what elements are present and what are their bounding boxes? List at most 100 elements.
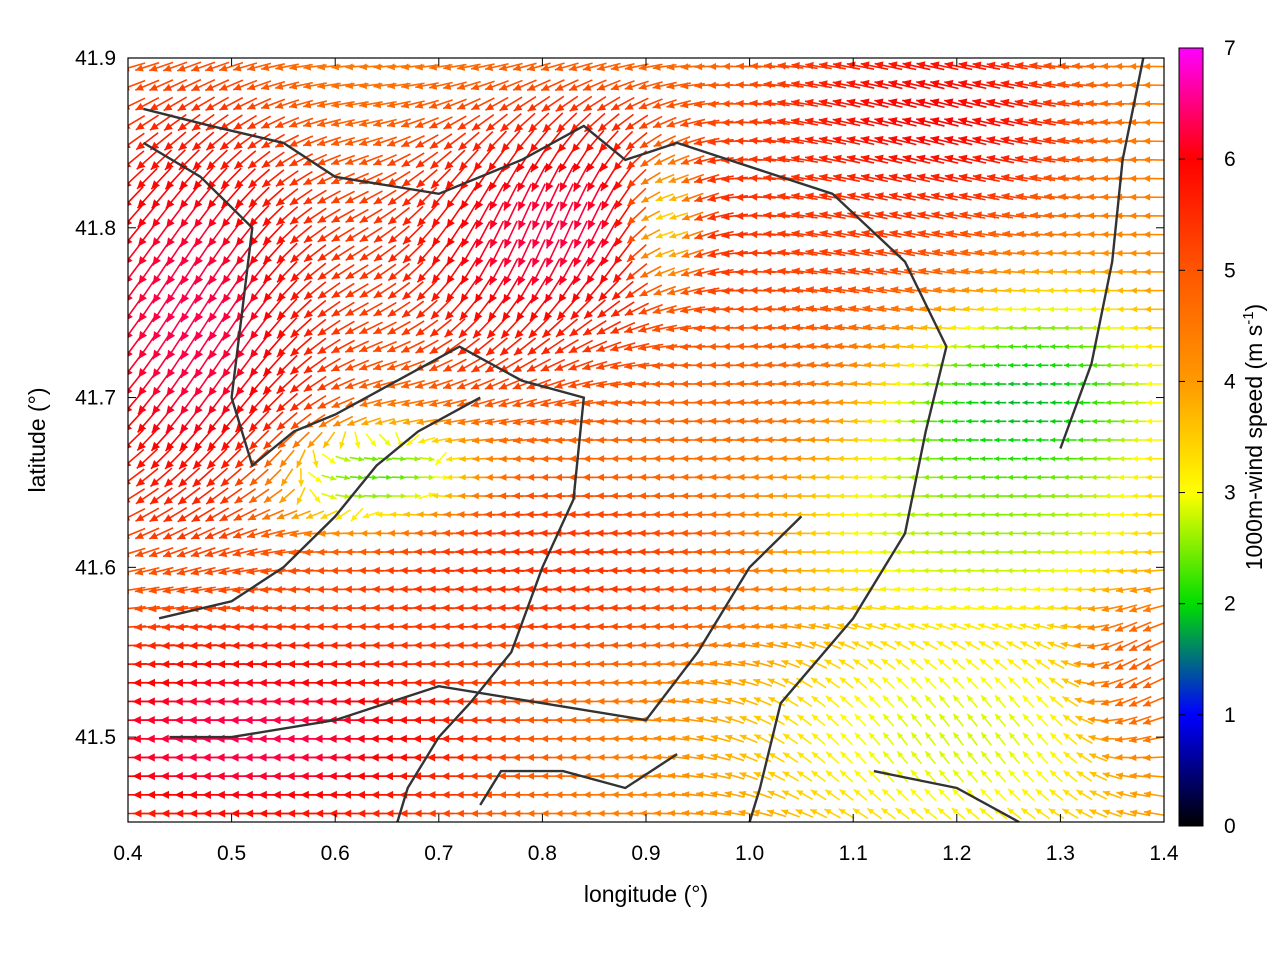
wind-arrow	[386, 360, 412, 371]
wind-arrow	[682, 772, 704, 779]
wind-arrow	[902, 79, 931, 90]
wind-arrow	[958, 79, 987, 90]
wind-arrow	[488, 277, 506, 304]
wind-arrow	[763, 118, 790, 126]
wind-arrow	[415, 299, 438, 319]
wind-arrow	[322, 431, 336, 449]
wind-arrow	[977, 306, 996, 313]
wind-arrow	[208, 314, 227, 342]
wind-arrow	[262, 353, 284, 377]
wind-arrow	[402, 418, 423, 426]
wind-arrow	[554, 62, 579, 72]
wind-arrow	[335, 493, 351, 500]
wind-arrow	[1118, 381, 1134, 387]
wind-arrow	[682, 753, 704, 761]
wind-arrow	[655, 212, 674, 220]
wind-arrow	[1047, 623, 1066, 630]
wind-arrow	[1075, 733, 1093, 745]
wind-arrow	[289, 243, 313, 264]
wind-arrow	[875, 229, 902, 238]
wind-arrow	[166, 314, 185, 342]
wind-arrow	[833, 192, 860, 201]
wind-arrow	[445, 455, 464, 463]
wind-arrow	[128, 186, 144, 206]
wind-arrow	[763, 211, 790, 220]
wind-arrow	[880, 640, 897, 651]
wind-arrow	[780, 622, 802, 630]
wind-arrow	[1035, 474, 1050, 481]
wind-arrow	[526, 358, 551, 373]
wind-arrow	[916, 98, 945, 109]
wind-arrow	[296, 449, 306, 469]
wind-arrow	[790, 99, 819, 108]
wind-arrow	[1100, 640, 1124, 651]
wind-arrow	[235, 390, 256, 415]
wind-arrow	[952, 713, 964, 727]
wind-arrow	[1022, 437, 1035, 443]
wind-arrow	[895, 807, 910, 820]
wind-arrow	[724, 772, 745, 780]
wind-arrow	[148, 79, 174, 92]
wind-arrow	[134, 547, 160, 558]
wind-arrow	[903, 211, 930, 220]
wind-arrow	[1036, 400, 1049, 406]
wind-arrow	[944, 61, 973, 71]
wind-arrow	[952, 676, 965, 690]
wind-arrow	[1090, 511, 1107, 518]
wind-arrow	[305, 510, 325, 520]
wind-arrow	[791, 80, 818, 89]
wind-arrow	[1143, 231, 1164, 238]
wind-arrow	[782, 770, 799, 782]
wind-arrow	[1014, 117, 1043, 126]
wind-arrow	[345, 283, 369, 299]
wind-arrow	[965, 381, 979, 387]
wind-arrow	[391, 456, 407, 462]
wind-arrow	[219, 507, 244, 522]
wind-arrow	[921, 623, 940, 631]
wind-arrow	[484, 398, 510, 408]
wind-arrow	[471, 114, 495, 131]
wind-arrow	[794, 622, 815, 630]
wind-arrow	[1105, 399, 1120, 406]
wind-arrow	[261, 509, 285, 521]
wind-arrow	[345, 302, 369, 317]
wind-arrow	[176, 526, 202, 540]
wind-arrow	[527, 95, 551, 112]
wind-arrow	[232, 79, 258, 91]
wind-arrow	[1006, 325, 1022, 331]
wind-arrow	[753, 715, 772, 725]
wind-arrow	[163, 131, 187, 151]
wind-arrow	[902, 173, 931, 183]
wind-arrow	[499, 337, 522, 357]
wind-arrow	[950, 567, 967, 574]
wind-arrow	[378, 433, 392, 447]
wind-arrow	[1062, 714, 1078, 727]
contour-line	[169, 515, 803, 739]
wind-arrow	[930, 61, 959, 71]
wind-arrow	[964, 343, 980, 350]
wind-arrow	[1143, 754, 1164, 762]
wind-arrow	[1022, 381, 1035, 387]
wind-arrow	[428, 116, 453, 129]
wind-arrow	[993, 658, 1008, 671]
wind-arrow	[805, 229, 832, 238]
wind-arrow	[610, 321, 636, 335]
wind-arrow	[791, 230, 818, 238]
wind-arrow	[128, 115, 146, 129]
wind-arrow	[963, 604, 981, 611]
wind-arrow	[545, 165, 561, 193]
wind-arrow	[1034, 530, 1050, 537]
wind-arrow	[937, 418, 951, 424]
wind-arrow	[791, 211, 818, 219]
wind-arrow	[965, 807, 980, 820]
wind-arrow	[316, 118, 342, 128]
wind-arrow	[162, 78, 188, 92]
wind-arrow	[777, 117, 804, 126]
wind-arrow	[414, 379, 439, 389]
wind-arrow	[908, 640, 925, 651]
wind-arrow	[373, 207, 397, 225]
wind-arrow	[416, 204, 437, 227]
y-tick-label: 41.8	[75, 217, 116, 240]
wind-arrow	[276, 373, 298, 395]
wind-arrow	[358, 340, 384, 353]
